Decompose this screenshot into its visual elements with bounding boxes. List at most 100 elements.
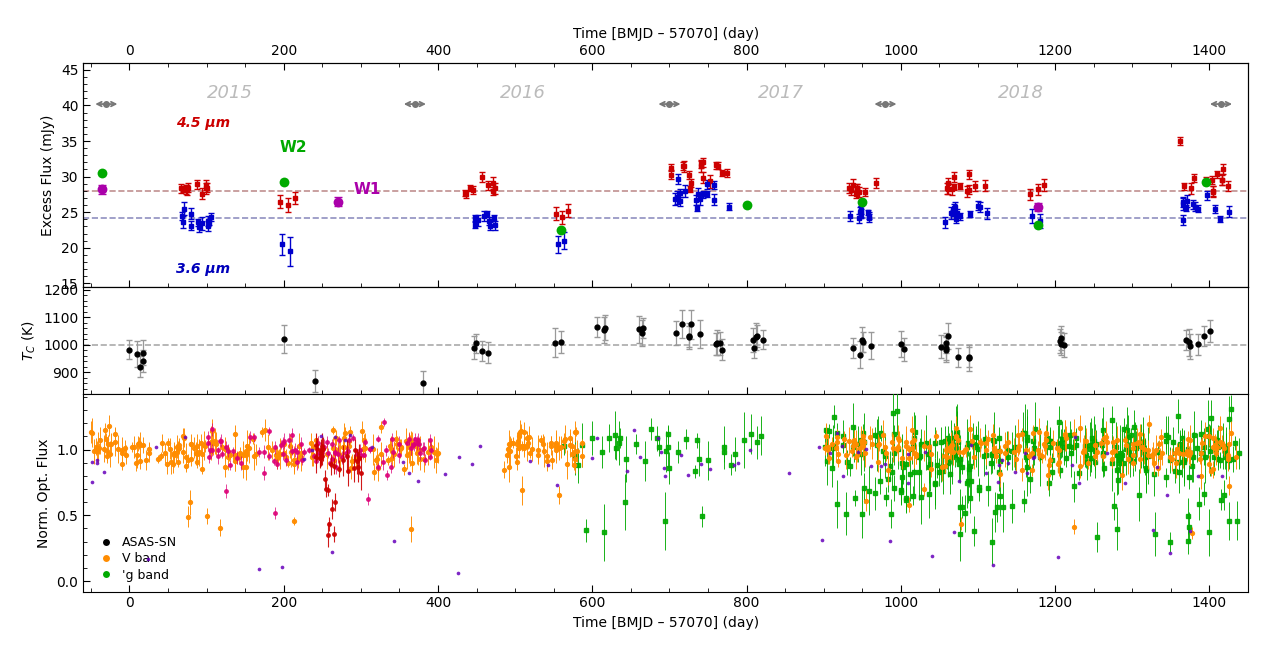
Point xyxy=(1143,525,1164,535)
X-axis label: Time [BMJD – 57070] (day): Time [BMJD – 57070] (day) xyxy=(572,27,759,42)
Point xyxy=(617,465,637,476)
Point xyxy=(1157,489,1178,500)
Point xyxy=(778,468,799,479)
Point xyxy=(861,461,882,472)
Point xyxy=(700,464,721,475)
Point xyxy=(82,457,102,467)
Point xyxy=(1015,447,1036,458)
Point xyxy=(1160,547,1180,558)
Point xyxy=(175,432,196,442)
Point xyxy=(1028,219,1048,230)
Y-axis label: Excess Flux (mJy): Excess Flux (mJy) xyxy=(41,114,55,235)
Point xyxy=(335,435,356,446)
Point xyxy=(988,477,1009,487)
Point xyxy=(819,448,840,459)
Point xyxy=(648,432,668,443)
Point xyxy=(915,447,936,457)
Text: W1: W1 xyxy=(353,182,380,198)
Point xyxy=(1147,462,1167,473)
Point xyxy=(1212,471,1233,481)
Point xyxy=(881,536,901,547)
Point xyxy=(654,471,675,481)
Point xyxy=(520,455,540,466)
Point xyxy=(813,534,833,545)
Point xyxy=(740,444,760,455)
Point xyxy=(362,442,383,452)
Point xyxy=(274,177,294,188)
Point xyxy=(832,441,852,451)
Text: 2017: 2017 xyxy=(758,84,804,102)
Point xyxy=(586,433,607,444)
Point xyxy=(1062,460,1083,471)
Point xyxy=(654,463,675,474)
Text: 3.6 μm: 3.6 μm xyxy=(175,262,230,276)
Point xyxy=(723,460,744,471)
Point xyxy=(138,554,159,564)
Point xyxy=(552,225,572,235)
Point xyxy=(398,467,419,478)
Point xyxy=(448,568,468,578)
Point xyxy=(1115,478,1135,488)
Point xyxy=(538,459,558,470)
Point xyxy=(1064,432,1084,442)
Point xyxy=(547,480,567,490)
Point xyxy=(1047,551,1068,562)
Point xyxy=(248,564,269,574)
Point xyxy=(852,196,873,207)
Text: 2018: 2018 xyxy=(997,84,1043,102)
Text: 2016: 2016 xyxy=(500,84,545,102)
Point xyxy=(874,459,895,470)
Point xyxy=(393,457,413,467)
Point xyxy=(302,444,323,455)
Point xyxy=(922,551,942,561)
Point xyxy=(855,444,876,454)
Point xyxy=(623,424,644,435)
Point xyxy=(899,477,919,488)
Point xyxy=(93,467,114,477)
Text: 2015: 2015 xyxy=(207,84,252,102)
Point xyxy=(1005,467,1025,477)
Point xyxy=(323,547,343,557)
Point xyxy=(87,458,108,469)
Text: W2: W2 xyxy=(280,139,307,155)
Point xyxy=(82,477,102,487)
Point xyxy=(293,454,314,465)
Point xyxy=(832,470,852,481)
Point xyxy=(992,455,1012,465)
Point xyxy=(311,431,332,442)
Point xyxy=(997,457,1018,468)
Point xyxy=(328,196,348,207)
Point xyxy=(809,442,829,452)
Point xyxy=(1016,468,1037,479)
Point xyxy=(983,559,1004,570)
X-axis label: Time [BMJD – 57070] (day): Time [BMJD – 57070] (day) xyxy=(572,616,759,630)
Point xyxy=(630,452,650,463)
Y-axis label: Norm. Opt. Flux: Norm. Opt. Flux xyxy=(37,438,51,548)
Point xyxy=(897,449,918,460)
Point xyxy=(92,168,113,178)
Point xyxy=(1024,452,1044,463)
Point xyxy=(960,440,980,450)
Point xyxy=(92,184,113,195)
Point xyxy=(408,475,429,486)
Point xyxy=(1028,202,1048,212)
Point xyxy=(945,527,965,537)
Point xyxy=(948,475,969,486)
Point xyxy=(87,455,108,465)
Point xyxy=(448,451,468,462)
Point xyxy=(975,467,996,478)
Point xyxy=(271,562,292,572)
Point xyxy=(691,459,712,469)
Point xyxy=(435,469,456,479)
Point xyxy=(671,450,691,461)
Point xyxy=(325,432,346,442)
Point xyxy=(1023,453,1043,463)
Point xyxy=(146,442,166,452)
Point xyxy=(1188,471,1208,481)
Point xyxy=(727,457,748,468)
Point xyxy=(339,429,360,440)
Point xyxy=(462,458,483,469)
Point xyxy=(1180,526,1201,537)
Point xyxy=(678,469,699,480)
Point xyxy=(736,200,756,210)
